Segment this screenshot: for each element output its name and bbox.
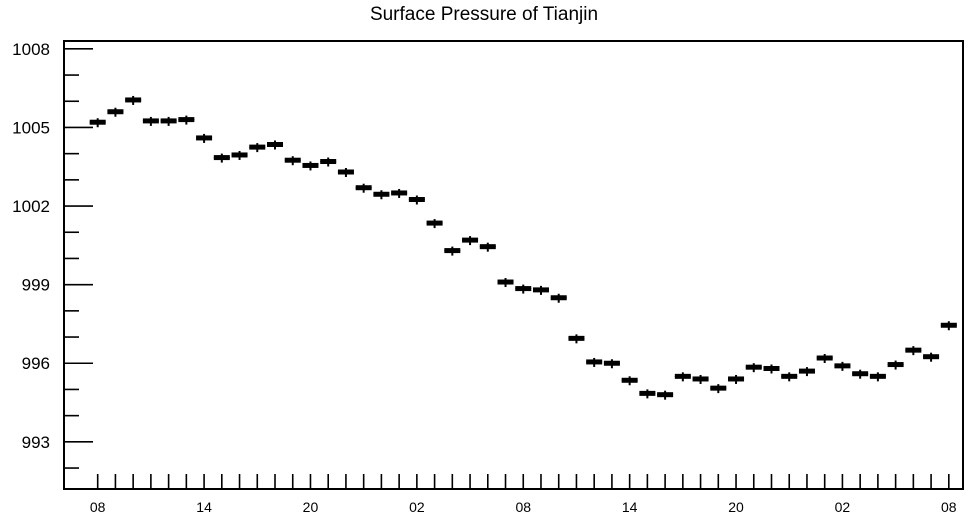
plot-frame xyxy=(63,40,964,490)
x-tick-label: 08 xyxy=(941,499,957,515)
y-tick-label: 1002 xyxy=(12,197,50,216)
box-mark xyxy=(267,140,284,150)
box-mark xyxy=(125,95,142,105)
box-mark xyxy=(391,188,408,198)
x-tick-label: 20 xyxy=(728,499,744,515)
box-mark xyxy=(568,334,585,344)
box-mark xyxy=(692,374,709,384)
x-tick-label: 20 xyxy=(303,499,319,515)
y-tick-label: 999 xyxy=(22,276,50,295)
box-mark xyxy=(923,352,940,362)
box-mark xyxy=(869,372,886,382)
box-mark xyxy=(728,374,745,384)
box-mark xyxy=(834,361,851,371)
box-series xyxy=(89,95,957,400)
x-axis: 08 14 20 02 08 14 20 02 08 xyxy=(90,474,957,515)
box-mark xyxy=(89,118,106,128)
box-mark xyxy=(798,367,815,377)
box-mark xyxy=(249,143,266,153)
box-mark xyxy=(816,354,833,364)
box-mark xyxy=(231,150,248,160)
box-mark xyxy=(213,153,230,163)
x-tick-label: 02 xyxy=(835,499,851,515)
box-mark xyxy=(408,195,425,205)
x-tick-label: 08 xyxy=(515,499,531,515)
box-mark xyxy=(586,357,603,367)
chart-title: Surface Pressure of Tianjin xyxy=(369,4,599,25)
box-mark xyxy=(355,183,372,193)
y-axis: 993 996 999 1002 1005 1008 xyxy=(12,40,93,469)
box-mark xyxy=(497,278,514,288)
box-mark xyxy=(550,293,567,303)
box-mark xyxy=(745,363,762,373)
box-mark xyxy=(639,389,656,399)
y-tick-label: 993 xyxy=(22,433,50,452)
y-tick-label: 1005 xyxy=(12,118,50,137)
box-mark xyxy=(887,360,904,370)
box-mark xyxy=(284,156,301,166)
box-mark xyxy=(462,236,479,246)
box-mark xyxy=(196,133,213,143)
box-mark xyxy=(302,161,319,171)
box-mark xyxy=(107,107,124,117)
box-mark xyxy=(657,390,674,400)
x-tick-label: 14 xyxy=(196,499,212,515)
x-tick-label: 14 xyxy=(622,499,638,515)
box-mark xyxy=(532,285,549,295)
box-mark xyxy=(479,242,496,252)
box-mark xyxy=(373,190,390,200)
y-tick-label: 1008 xyxy=(12,40,50,59)
box-mark xyxy=(337,167,354,177)
box-mark xyxy=(905,346,922,356)
box-mark xyxy=(603,359,620,369)
box-mark xyxy=(710,384,727,394)
box-mark xyxy=(781,372,798,382)
box-mark xyxy=(444,246,461,256)
box-mark xyxy=(674,372,691,382)
x-tick-label: 08 xyxy=(90,499,106,515)
x-tick-label: 02 xyxy=(409,499,425,515)
box-mark xyxy=(178,115,195,125)
box-mark xyxy=(142,116,159,126)
box-mark xyxy=(852,369,869,379)
box-mark xyxy=(426,219,443,229)
box-mark xyxy=(320,157,337,167)
box-mark xyxy=(515,284,532,294)
box-mark xyxy=(763,364,780,374)
box-mark xyxy=(940,321,957,331)
y-tick-label: 996 xyxy=(22,354,50,373)
box-mark xyxy=(621,376,638,386)
box-mark xyxy=(160,116,177,126)
